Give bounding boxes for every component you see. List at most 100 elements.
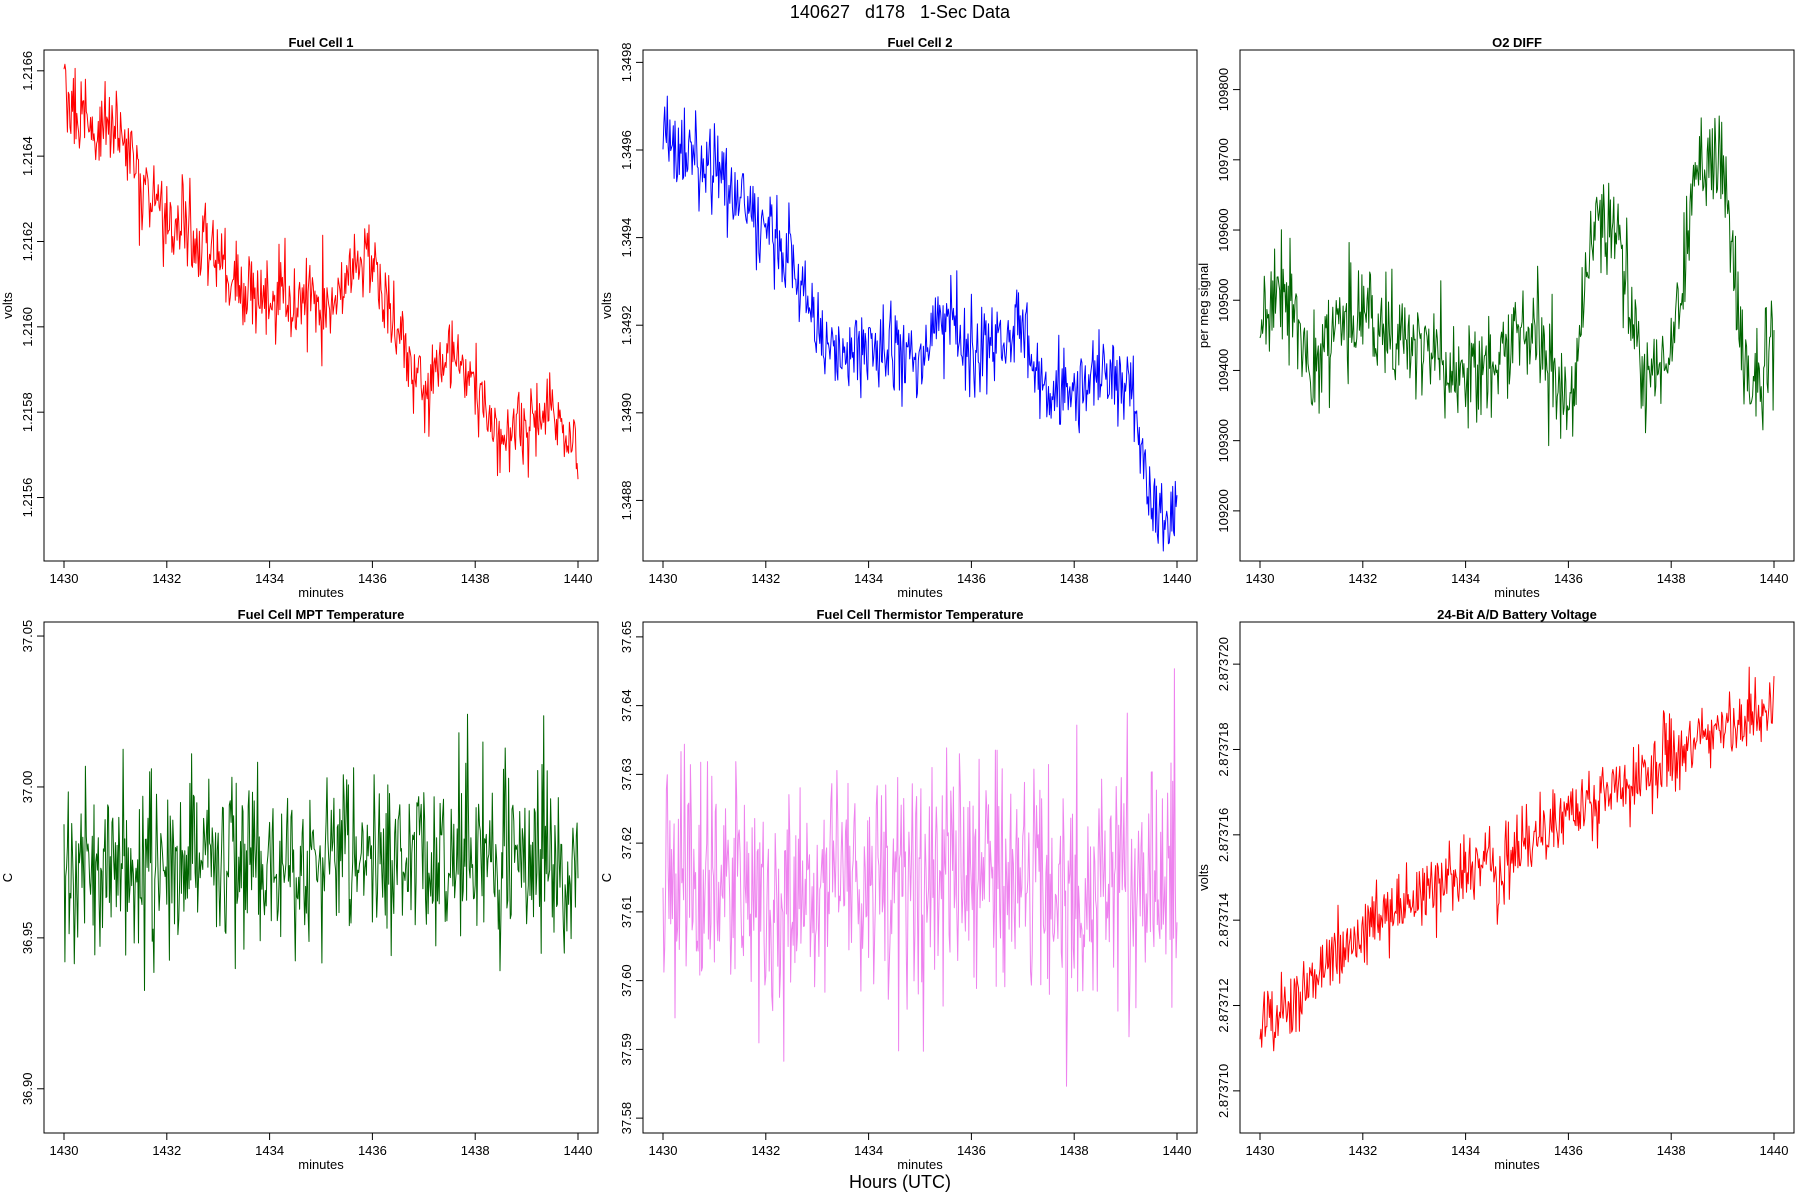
x-tick-label: 1440 xyxy=(1163,571,1192,586)
y-tick-label: 37.60 xyxy=(619,964,634,997)
figure-footer-label: Hours (UTC) xyxy=(849,1172,951,1192)
y-tick-label: 109600 xyxy=(1216,208,1231,251)
panel-6: 24-Bit A/D Battery Voltage 1430 1432 1434 14… xyxy=(1196,607,1795,1172)
panel-title: O2 DIFF xyxy=(1492,35,1542,50)
y-tick-label: 109800 xyxy=(1216,68,1231,111)
plot-frame xyxy=(43,49,599,562)
x-axis-label: minutes xyxy=(1494,1157,1540,1172)
series-line xyxy=(63,713,579,991)
y-tick-label: 109500 xyxy=(1216,279,1231,322)
x-tick-label: 1430 xyxy=(50,1143,79,1158)
x-tick-label: 1430 xyxy=(50,571,79,586)
y-tick-label: 2.873714 xyxy=(1216,893,1231,947)
x-tick-label: 1434 xyxy=(1451,1143,1480,1158)
y-tick-label: 2.873710 xyxy=(1216,1064,1231,1118)
x-tick-label: 1438 xyxy=(461,1143,490,1158)
x-tick-label: 1440 xyxy=(564,1143,593,1158)
x-tick-label: 1438 xyxy=(1060,571,1089,586)
y-tick-label: 2.873718 xyxy=(1216,722,1231,776)
x-tick-label: 1432 xyxy=(152,571,181,586)
series-line xyxy=(1259,666,1775,1052)
x-tick-label: 1436 xyxy=(1554,1143,1583,1158)
y-tick-label: 1.3494 xyxy=(619,218,634,258)
y-axis-label: C xyxy=(599,873,614,882)
panel-title: Fuel Cell 1 xyxy=(288,35,353,50)
y-axis-label: C xyxy=(0,873,15,882)
panel-5: Fuel Cell Thermistor Temperature 1430 1432… xyxy=(599,607,1198,1172)
panel-3: O2 DIFF 1430 1432 1434 1436 1438 1440 minutes 10… xyxy=(1196,35,1795,600)
x-tick-label: 1432 xyxy=(152,1143,181,1158)
y-axis-label: volts xyxy=(599,292,614,319)
y-tick-label: 37.62 xyxy=(619,827,634,860)
x-tick-label: 1438 xyxy=(1657,1143,1686,1158)
y-tick-label: 37.05 xyxy=(20,620,35,653)
x-axis-label: minutes xyxy=(897,1157,943,1172)
y-tick-label: 109700 xyxy=(1216,138,1231,181)
series-line xyxy=(662,95,1178,552)
x-tick-label: 1430 xyxy=(649,571,678,586)
x-tick-label: 1430 xyxy=(649,1143,678,1158)
plot-frame xyxy=(1239,49,1795,562)
y-tick-label: 37.00 xyxy=(20,771,35,804)
plot-frame xyxy=(1239,621,1795,1134)
y-tick-label: 1.2156 xyxy=(20,478,35,518)
y-tick-label: 109400 xyxy=(1216,349,1231,392)
x-tick-label: 1438 xyxy=(1657,571,1686,586)
x-tick-label: 1432 xyxy=(1348,571,1377,586)
y-tick-label: 1.2158 xyxy=(20,392,35,432)
x-tick-label: 1438 xyxy=(1060,1143,1089,1158)
x-tick-label: 1440 xyxy=(564,571,593,586)
x-tick-label: 1436 xyxy=(358,1143,387,1158)
y-tick-label: 36.95 xyxy=(20,922,35,955)
x-tick-label: 1436 xyxy=(1554,571,1583,586)
y-tick-label: 37.61 xyxy=(619,896,634,929)
y-tick-label: 1.3490 xyxy=(619,393,634,433)
y-tick-label: 37.58 xyxy=(619,1102,634,1135)
x-tick-label: 1440 xyxy=(1760,571,1789,586)
x-tick-label: 1430 xyxy=(1246,571,1275,586)
y-tick-label: 2.873720 xyxy=(1216,637,1231,691)
plot-frame xyxy=(43,621,599,1134)
series-line xyxy=(63,63,579,480)
y-tick-label: 36.90 xyxy=(20,1073,35,1106)
y-axis-label: per meg signal xyxy=(1196,263,1211,348)
panel-title: Fuel Cell 2 xyxy=(887,35,952,50)
x-tick-label: 1440 xyxy=(1163,1143,1192,1158)
x-tick-label: 1434 xyxy=(255,571,284,586)
x-axis-label: minutes xyxy=(298,1157,344,1172)
plot-frame xyxy=(642,621,1198,1134)
y-tick-label: 109300 xyxy=(1216,419,1231,462)
series-line xyxy=(1259,115,1775,447)
y-axis-label: volts xyxy=(1196,864,1211,891)
x-tick-label: 1440 xyxy=(1760,1143,1789,1158)
panel-title: Fuel Cell MPT Temperature xyxy=(238,607,405,622)
y-tick-label: 37.64 xyxy=(619,689,634,722)
x-axis-label: minutes xyxy=(897,585,943,600)
y-tick-label: 1.2160 xyxy=(20,307,35,347)
x-tick-label: 1436 xyxy=(957,571,986,586)
y-tick-label: 2.873712 xyxy=(1216,978,1231,1032)
x-tick-label: 1430 xyxy=(1246,1143,1275,1158)
y-tick-label: 1.3496 xyxy=(619,130,634,170)
panel-2: Fuel Cell 2 1430 1432 1434 1436 1438 1440 minut… xyxy=(599,35,1198,600)
y-tick-label: 109200 xyxy=(1216,489,1231,532)
x-axis-label: minutes xyxy=(298,585,344,600)
x-axis-label: minutes xyxy=(1494,585,1540,600)
figure-title: 140627 d178 1-Sec Data xyxy=(789,2,1011,22)
panel-4: Fuel Cell MPT Temperature 1430 1432 1434 143… xyxy=(0,607,599,1172)
y-tick-label: 37.59 xyxy=(619,1033,634,1066)
y-tick-label: 37.65 xyxy=(619,621,634,654)
x-tick-label: 1434 xyxy=(255,1143,284,1158)
y-tick-label: 1.3488 xyxy=(619,481,634,521)
y-tick-label: 37.63 xyxy=(619,758,634,791)
x-tick-label: 1434 xyxy=(1451,571,1480,586)
x-tick-label: 1432 xyxy=(751,1143,780,1158)
x-tick-label: 1436 xyxy=(957,1143,986,1158)
y-tick-label: 1.2166 xyxy=(20,51,35,91)
series-line xyxy=(662,668,1178,1087)
y-tick-label: 2.873716 xyxy=(1216,808,1231,862)
x-tick-label: 1436 xyxy=(358,571,387,586)
plot-frame xyxy=(642,49,1198,562)
x-tick-label: 1434 xyxy=(854,1143,883,1158)
